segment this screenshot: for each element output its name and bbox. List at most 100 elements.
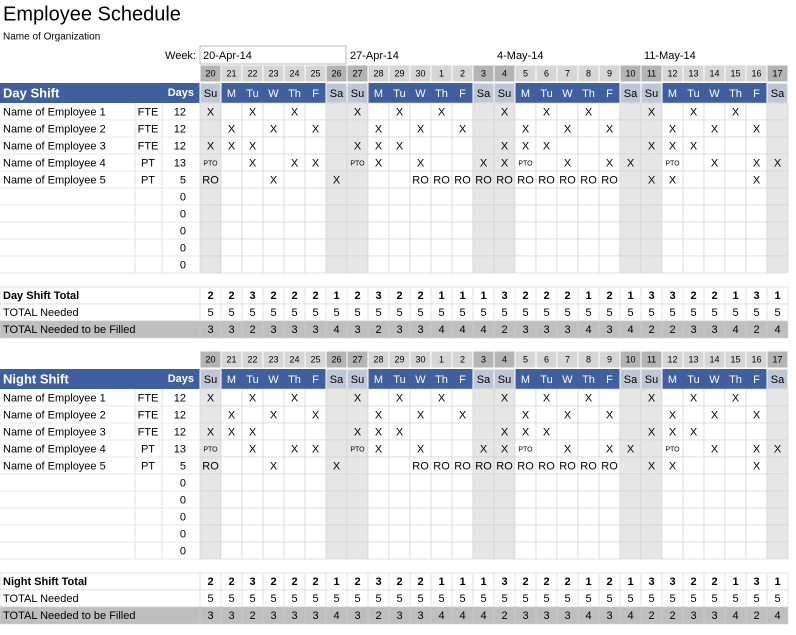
schedule-mark: X <box>522 426 530 438</box>
schedule-cell <box>451 490 474 509</box>
schedule-cell <box>556 204 579 223</box>
filled-value: 3 <box>564 324 570 336</box>
total-value: 1 <box>438 290 444 302</box>
schedule-cell <box>241 507 264 526</box>
schedule-cell <box>220 490 243 509</box>
schedule-cell <box>598 524 621 543</box>
total-value: 2 <box>354 290 360 302</box>
day-name: F <box>459 88 466 100</box>
filled-value: 2 <box>375 610 381 622</box>
schedule-mark: X <box>249 140 257 152</box>
schedule-mark: X <box>711 443 719 455</box>
needed-label: TOTAL Needed <box>3 307 79 319</box>
schedule-cell <box>724 405 747 424</box>
day-number: 7 <box>565 68 570 78</box>
schedule-cell <box>724 524 747 543</box>
schedule-cell <box>283 541 306 560</box>
schedule-cell <box>766 405 789 424</box>
schedule-cell <box>430 405 453 424</box>
schedule-cell <box>409 473 432 492</box>
day-number: 14 <box>709 354 719 364</box>
schedule-cell <box>598 102 621 121</box>
schedule-cell <box>346 405 369 424</box>
schedule-cell <box>262 136 285 155</box>
schedule-cell <box>493 221 516 240</box>
schedule-mark: X <box>207 140 215 152</box>
schedule-cell <box>598 507 621 526</box>
schedule-cell <box>745 221 768 240</box>
schedule-mark: PTO <box>518 160 533 167</box>
schedule-cell <box>682 170 705 189</box>
schedule-mark: X <box>312 409 320 421</box>
schedule-cell <box>388 473 411 492</box>
schedule-cell <box>682 439 705 458</box>
schedule-cell <box>283 204 306 223</box>
total-value: 1 <box>774 576 780 588</box>
schedule-cell <box>220 187 243 206</box>
total-value: 1 <box>585 576 591 588</box>
schedule-cell <box>388 170 411 189</box>
day-name: W <box>709 374 720 386</box>
day-name: W <box>268 374 279 386</box>
schedule-mark: X <box>753 409 761 421</box>
schedule-cell <box>766 422 789 441</box>
schedule-cell <box>451 102 474 121</box>
schedule-cell <box>703 541 726 560</box>
schedule-cell <box>325 102 348 121</box>
schedule-cell <box>514 388 537 407</box>
schedule-cell <box>220 204 243 223</box>
schedule-cell <box>493 507 516 526</box>
schedule-mark: X <box>312 123 320 135</box>
schedule-cell <box>766 119 789 138</box>
week-input[interactable] <box>199 45 347 65</box>
needed-value: 5 <box>417 307 423 319</box>
schedule-cell <box>430 255 453 274</box>
schedule-cell <box>535 490 558 509</box>
schedule-cell <box>619 541 642 560</box>
schedule-cell <box>409 388 432 407</box>
day-number: 30 <box>415 354 425 364</box>
schedule-mark: RO <box>454 174 471 186</box>
schedule-cell <box>388 221 411 240</box>
employee-type: FTE <box>138 426 159 438</box>
schedule-cell <box>493 405 516 424</box>
schedule-cell <box>241 405 264 424</box>
schedule-cell <box>661 507 684 526</box>
schedule-cell <box>556 541 579 560</box>
schedule-cell <box>598 541 621 560</box>
schedule-cell <box>388 238 411 257</box>
schedule-cell <box>577 153 600 172</box>
schedule-cell <box>493 524 516 543</box>
schedule-cell <box>367 204 390 223</box>
schedule-cell <box>703 507 726 526</box>
filled-value: 3 <box>312 324 318 336</box>
schedule-mark: X <box>522 409 530 421</box>
schedule-cell <box>283 490 306 509</box>
schedule-cell <box>745 102 768 121</box>
day-number: 23 <box>268 354 278 364</box>
schedule-mark: X <box>501 140 509 152</box>
filled-value: 4 <box>438 610 444 622</box>
day-number: 15 <box>730 354 740 364</box>
schedule-mark: RO <box>475 174 492 186</box>
schedule-cell <box>724 473 747 492</box>
schedule-mark: X <box>249 443 257 455</box>
needed-value: 5 <box>459 593 465 605</box>
employee-days: 0 <box>180 191 186 203</box>
week-date: 4-May-14 <box>497 50 543 62</box>
day-name: Sa <box>477 88 491 100</box>
schedule-cell <box>430 153 453 172</box>
schedule-cell <box>661 541 684 560</box>
schedule-mark: X <box>291 106 299 118</box>
schedule-cell <box>199 221 222 240</box>
schedule-cell <box>640 507 663 526</box>
schedule-cell <box>325 221 348 240</box>
filled-value: 4 <box>480 610 486 622</box>
schedule-cell <box>703 221 726 240</box>
schedule-cell <box>304 170 327 189</box>
schedule-cell <box>220 153 243 172</box>
schedule-cell <box>682 153 705 172</box>
employee-type: FTE <box>138 392 159 404</box>
schedule-mark: X <box>354 392 362 404</box>
total-value: 2 <box>543 290 549 302</box>
